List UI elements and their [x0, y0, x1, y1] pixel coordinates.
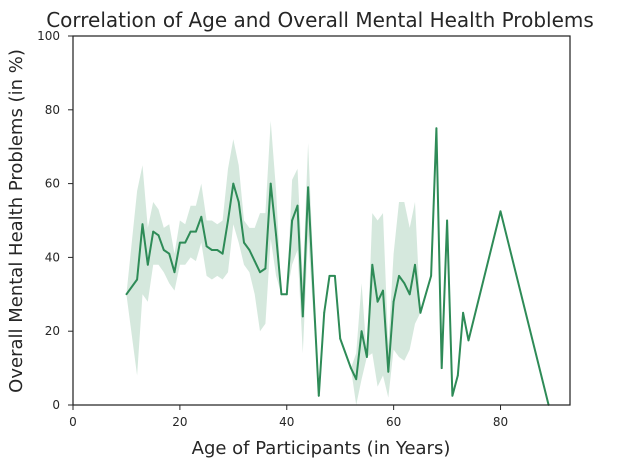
data-point — [205, 245, 208, 248]
data-point — [350, 367, 352, 369]
x-axis-ticks: 0 20 40 60 80 — [69, 405, 508, 429]
data-point — [168, 252, 171, 255]
data-point — [248, 249, 251, 251]
data-point — [435, 127, 438, 130]
data-point — [328, 275, 331, 277]
data-point — [136, 278, 139, 281]
data-point — [355, 378, 358, 381]
data-point — [189, 230, 192, 233]
data-point — [269, 182, 272, 185]
data-point — [467, 339, 470, 342]
y-tick-label: 60 — [45, 177, 60, 191]
plot-area-frame — [72, 35, 571, 406]
data-point — [184, 241, 187, 244]
data-point — [360, 330, 363, 333]
data-point — [200, 215, 203, 218]
data-point — [456, 374, 459, 377]
data-point — [280, 293, 283, 296]
chart-title: Correlation of Age and Overall Mental He… — [46, 8, 594, 32]
y-tick-label: 100 — [37, 29, 60, 43]
data-point — [253, 260, 256, 262]
data-point — [296, 204, 299, 207]
data-point — [307, 186, 309, 189]
data-point — [419, 311, 422, 314]
data-point — [408, 293, 411, 296]
y-tick-label: 20 — [45, 324, 60, 338]
data-point — [323, 311, 326, 314]
data-point — [232, 182, 235, 185]
data-point — [334, 275, 336, 277]
data-point — [414, 263, 416, 266]
y-tick-label: 0 — [52, 398, 60, 412]
data-point — [382, 289, 384, 292]
y-axis-label: Overall Mental Health Problems (in %) — [6, 49, 27, 393]
x-tick-label: 60 — [386, 415, 401, 429]
data-point — [211, 249, 213, 251]
confidence-band-layer — [126, 120, 549, 406]
y-tick-label: 80 — [45, 103, 60, 117]
data-point — [243, 241, 245, 244]
data-point — [376, 300, 379, 303]
data-point — [259, 271, 261, 274]
data-point — [499, 210, 502, 213]
data-point — [162, 249, 165, 251]
y-tick-label: 40 — [45, 250, 60, 264]
data-point — [125, 293, 128, 296]
data-point — [264, 267, 267, 270]
data-point — [371, 263, 374, 266]
data-point — [366, 356, 368, 358]
x-tick-label: 20 — [172, 415, 187, 429]
data-point — [216, 249, 219, 251]
data-point — [195, 230, 197, 233]
data-point — [146, 263, 149, 266]
data-point — [392, 300, 395, 303]
data-point — [387, 370, 390, 373]
x-axis-label: Age of Participants (in Years) — [192, 438, 451, 459]
data-point — [285, 293, 288, 296]
x-tick-label: 80 — [493, 415, 508, 429]
data-point — [446, 219, 448, 222]
confidence-band — [126, 120, 549, 406]
data-point — [451, 394, 454, 397]
data-point — [157, 234, 160, 237]
x-tick-label: 0 — [69, 415, 77, 429]
data-point — [221, 252, 224, 255]
data-point — [179, 241, 181, 244]
data-point — [462, 311, 464, 314]
data-point — [403, 282, 406, 285]
x-tick-label: 40 — [279, 415, 294, 429]
y-axis-ticks: 0 20 40 60 80 100 — [37, 29, 73, 412]
data-point — [430, 275, 432, 277]
data-point — [237, 201, 240, 203]
data-point — [152, 230, 155, 233]
data-point — [339, 337, 342, 340]
series-line-layer — [125, 127, 550, 406]
data-point — [275, 234, 277, 237]
data-point — [141, 223, 144, 226]
series-line — [125, 127, 550, 406]
data-point — [173, 271, 176, 274]
data-point — [440, 367, 443, 369]
data-point — [317, 394, 320, 397]
data-point — [291, 219, 293, 222]
data-point — [301, 315, 304, 318]
data-point — [398, 275, 400, 277]
data-point — [227, 219, 229, 222]
